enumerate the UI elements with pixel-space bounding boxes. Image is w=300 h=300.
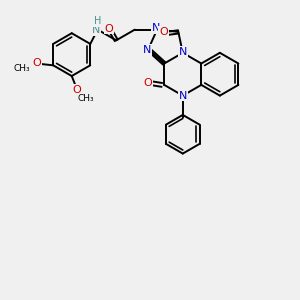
Text: O: O bbox=[32, 58, 41, 68]
Text: N: N bbox=[143, 45, 151, 55]
Text: O: O bbox=[73, 85, 82, 95]
Text: O: O bbox=[143, 78, 152, 88]
Text: N: N bbox=[92, 25, 100, 34]
Text: N: N bbox=[152, 23, 160, 34]
Text: H: H bbox=[94, 16, 101, 26]
Text: N: N bbox=[179, 91, 188, 100]
Text: O: O bbox=[159, 26, 168, 37]
Text: CH₃: CH₃ bbox=[14, 64, 30, 73]
Text: N: N bbox=[179, 47, 188, 57]
Text: O: O bbox=[105, 24, 113, 34]
Text: CH₃: CH₃ bbox=[78, 94, 94, 103]
